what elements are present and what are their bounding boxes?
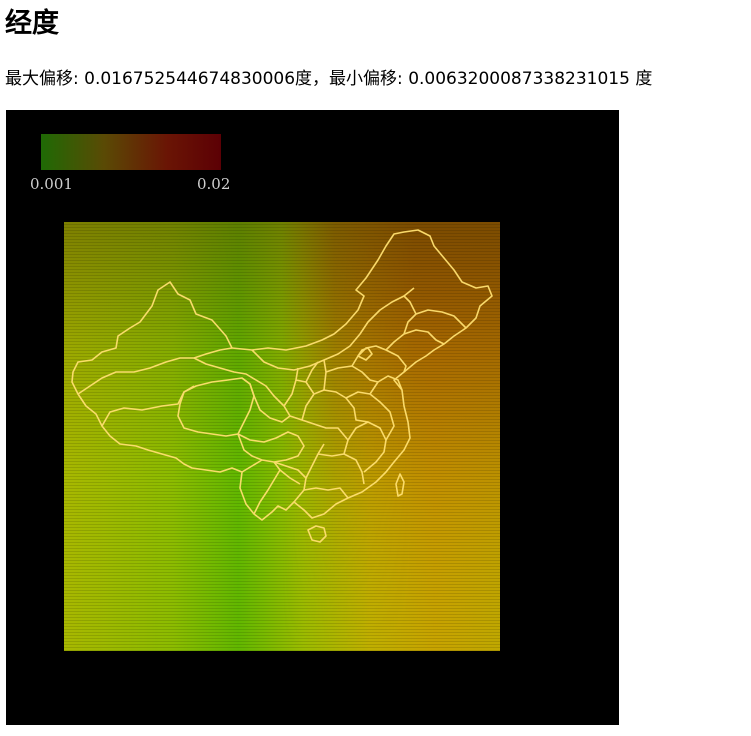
min-offset-unit: 5 度 xyxy=(619,69,653,89)
legend-min-label: 0.001 xyxy=(30,175,73,193)
offset-summary: 最大偏移: 0.016752544674830006度，最小偏移: 0.0063… xyxy=(5,66,652,92)
legend-color-bar xyxy=(41,134,221,170)
heatmap-field xyxy=(64,222,500,651)
min-offset-value: 0.006320008733823101 xyxy=(408,69,620,89)
map-panel[interactable]: 0.001 0.02 xyxy=(6,110,619,725)
max-offset-value: 0.016752544674830006 xyxy=(84,69,296,89)
summary-separator: ， xyxy=(312,69,330,89)
map-canvas[interactable]: 0.001 0.02 xyxy=(6,110,619,725)
min-offset-label: 最小偏移: xyxy=(329,69,409,89)
legend-max-label: 0.02 xyxy=(197,175,230,193)
china-province-outline xyxy=(71,229,493,543)
max-offset-unit: 度 xyxy=(295,69,313,89)
max-offset-label: 最大偏移: xyxy=(5,69,85,89)
page-title: 经度 xyxy=(5,8,59,39)
